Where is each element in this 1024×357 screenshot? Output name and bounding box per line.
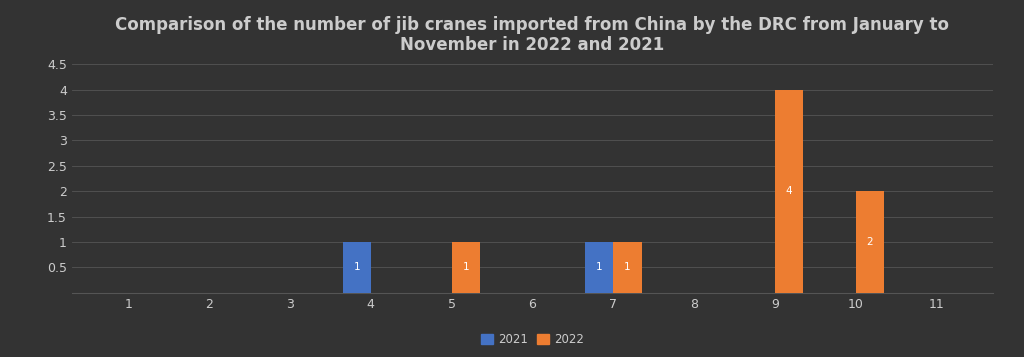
Bar [613,242,642,293]
Bar [342,242,371,293]
Legend: 2021, 2022: 2021, 2022 [476,328,589,351]
Text: 1: 1 [353,262,360,272]
Text: 1: 1 [463,262,469,272]
Text: 4: 4 [785,186,793,196]
Text: 2: 2 [866,237,873,247]
Title: Comparison of the number of jib cranes imported from China by the DRC from Janua: Comparison of the number of jib cranes i… [116,16,949,54]
Bar [856,191,884,293]
Bar [775,90,803,293]
Text: 1: 1 [596,262,602,272]
Bar [585,242,613,293]
Text: 1: 1 [625,262,631,272]
Bar [452,242,480,293]
